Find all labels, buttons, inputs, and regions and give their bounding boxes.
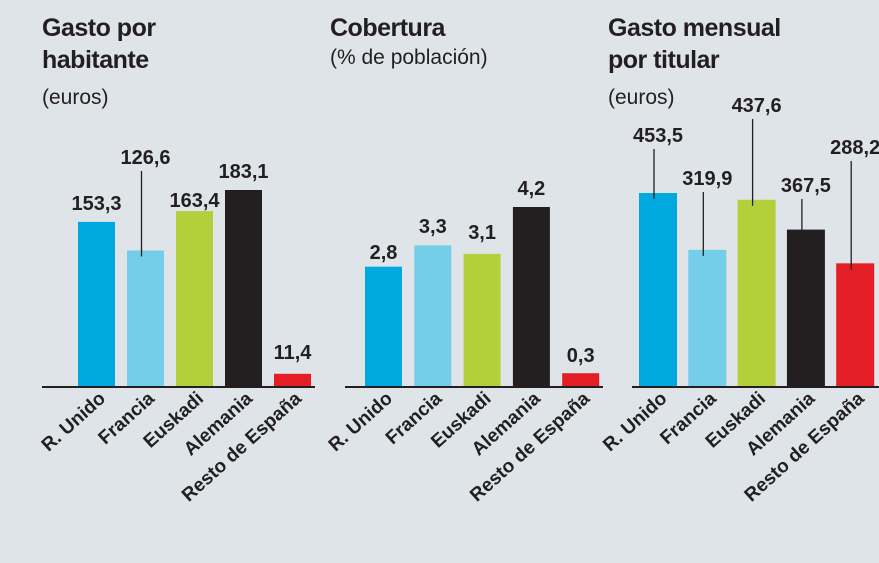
category-label: R. Unido bbox=[38, 388, 110, 456]
bar bbox=[127, 250, 164, 386]
value-label: 319,9 bbox=[682, 168, 732, 190]
bar bbox=[463, 253, 501, 386]
chart-subtitle: (% de población) bbox=[330, 46, 488, 69]
value-label: 163,4 bbox=[169, 190, 220, 212]
value-label: 11,4 bbox=[274, 342, 313, 364]
value-label: 4,2 bbox=[517, 178, 545, 200]
chart-title: Gasto mensual por titular bbox=[608, 14, 781, 74]
value-label: 437,6 bbox=[732, 95, 782, 117]
chart-title: Gasto por habitante bbox=[42, 14, 156, 74]
value-label: 126,6 bbox=[120, 147, 170, 169]
bar bbox=[365, 266, 402, 386]
category-label: R. Unido bbox=[325, 388, 397, 456]
value-label: 3,3 bbox=[419, 216, 447, 238]
bar bbox=[274, 373, 311, 386]
chart-subtitle: (euros) bbox=[608, 86, 675, 109]
chart-subtitle: (euros) bbox=[42, 86, 109, 109]
bar bbox=[176, 211, 213, 386]
value-label: 3,1 bbox=[468, 222, 496, 244]
chart-title: Cobertura bbox=[330, 14, 445, 42]
bar bbox=[639, 193, 677, 386]
bar bbox=[225, 190, 262, 386]
value-label: 288,2 bbox=[830, 137, 879, 159]
bar bbox=[836, 263, 875, 386]
bar bbox=[78, 221, 115, 386]
value-label: 2,8 bbox=[370, 242, 398, 264]
value-label: 453,5 bbox=[633, 125, 683, 147]
bar bbox=[737, 199, 776, 386]
bar bbox=[414, 245, 452, 386]
category-label: R. Unido bbox=[599, 388, 671, 456]
bar bbox=[512, 207, 550, 386]
value-label: 0,3 bbox=[567, 345, 595, 367]
bar bbox=[562, 373, 600, 386]
value-label: 367,5 bbox=[781, 175, 831, 197]
value-label: 153,3 bbox=[71, 193, 121, 215]
bar bbox=[688, 249, 727, 386]
value-label: 183,1 bbox=[218, 161, 268, 183]
bar bbox=[786, 229, 825, 386]
